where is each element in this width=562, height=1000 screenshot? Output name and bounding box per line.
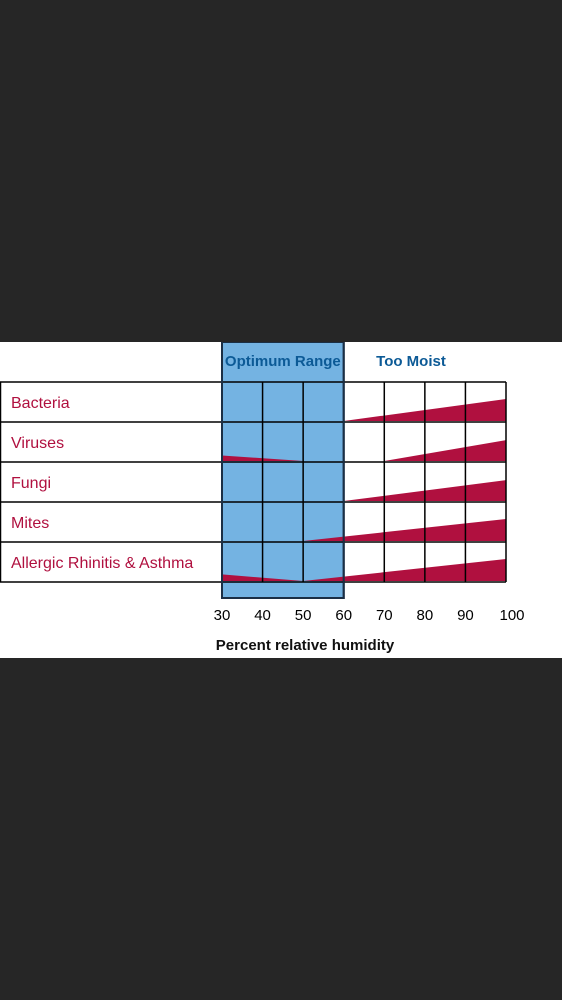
chart-panel: Bacteria Viruses Fungi Mites Allergic Rhinit…	[0, 342, 562, 658]
row-label-fungi: Fungi	[11, 475, 51, 492]
series-area-bacteria	[222, 399, 506, 421]
optimum-range-band	[221, 342, 345, 599]
x-axis-title: Percent relative humidity	[216, 637, 395, 654]
x-tick-label: 90	[457, 607, 474, 624]
series-area-viruses	[222, 440, 506, 461]
series-area-allergic-rhinitis-asthma	[222, 559, 506, 581]
row-label-mites: Mites	[11, 515, 49, 532]
row-label-viruses: Viruses	[11, 435, 64, 452]
x-tick-label: 70	[376, 607, 393, 624]
x-tick-label: 50	[295, 607, 312, 624]
row-label-bacteria: Bacteria	[11, 395, 70, 412]
x-tick-label: 60	[335, 607, 352, 624]
x-tick-label: 100	[499, 607, 524, 624]
x-tick-label: 30	[214, 607, 231, 624]
header-optimum-range: Optimum Range	[225, 353, 341, 370]
series-area-fungi	[222, 480, 506, 501]
x-tick-label: 80	[417, 607, 434, 624]
x-tick-label: 40	[254, 607, 271, 624]
optimum-range-band-border	[221, 342, 345, 599]
series-area-mites	[222, 519, 506, 541]
row-label-allergic-rhinitis-asthma: Allergic Rhinitis & Asthma	[11, 555, 193, 572]
header-too-moist: Too Moist	[376, 353, 446, 370]
humidity-chart: Bacteria Viruses Fungi Mites Allergic Rhinit…	[0, 342, 525, 654]
